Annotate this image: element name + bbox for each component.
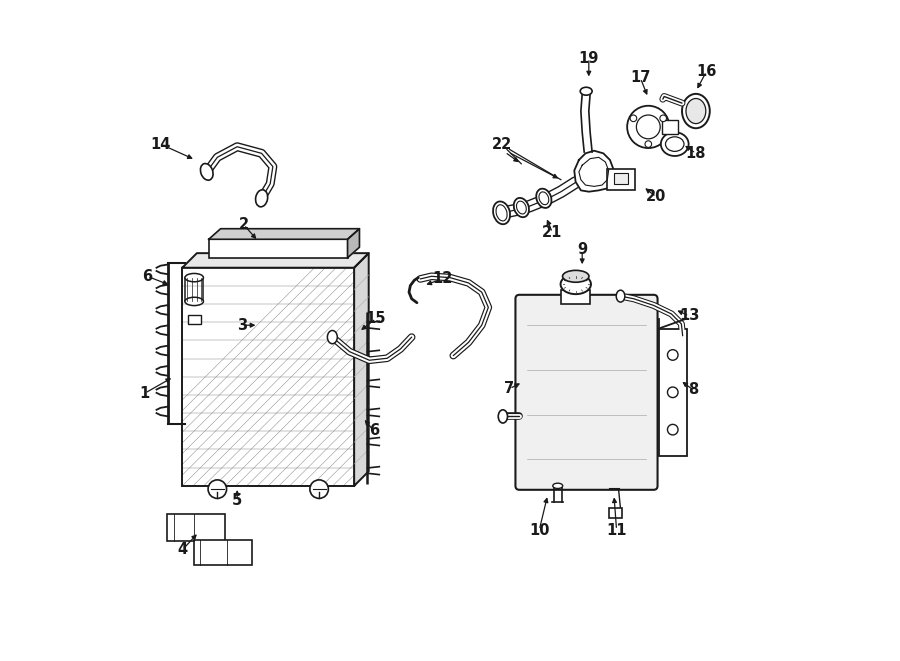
Ellipse shape: [539, 192, 549, 205]
Circle shape: [645, 141, 652, 147]
Bar: [614, 173, 628, 184]
Text: 2: 2: [238, 217, 248, 232]
Text: 7: 7: [504, 381, 515, 396]
Ellipse shape: [496, 205, 507, 221]
Ellipse shape: [499, 410, 508, 423]
Ellipse shape: [514, 198, 529, 217]
FancyBboxPatch shape: [608, 169, 635, 190]
Circle shape: [627, 106, 670, 148]
Text: 17: 17: [630, 71, 651, 85]
Polygon shape: [355, 253, 369, 486]
Ellipse shape: [536, 188, 552, 208]
Ellipse shape: [665, 137, 684, 151]
Circle shape: [660, 115, 667, 122]
Text: 14: 14: [150, 137, 171, 151]
Circle shape: [310, 480, 328, 498]
Bar: [662, 120, 678, 134]
Bar: [187, 315, 201, 324]
Ellipse shape: [562, 270, 589, 282]
Ellipse shape: [493, 202, 510, 224]
Text: 5: 5: [232, 493, 242, 508]
Text: 1: 1: [140, 386, 149, 401]
Polygon shape: [574, 151, 614, 192]
Text: 6: 6: [142, 269, 152, 284]
Circle shape: [630, 115, 636, 122]
Ellipse shape: [553, 483, 562, 488]
Text: 16: 16: [697, 64, 716, 79]
Bar: [183, 268, 355, 486]
Text: 13: 13: [680, 309, 699, 323]
Bar: [183, 268, 355, 486]
Text: 11: 11: [607, 523, 626, 537]
Bar: [209, 239, 347, 258]
Polygon shape: [347, 229, 359, 258]
Text: 21: 21: [543, 225, 562, 240]
Text: 6: 6: [369, 424, 379, 438]
Ellipse shape: [328, 330, 338, 344]
FancyBboxPatch shape: [659, 329, 687, 456]
Text: 3: 3: [237, 318, 247, 332]
Circle shape: [668, 424, 678, 435]
Text: 20: 20: [646, 190, 666, 204]
Text: 8: 8: [688, 383, 698, 397]
FancyBboxPatch shape: [194, 540, 252, 565]
Text: 4: 4: [177, 543, 187, 557]
Ellipse shape: [686, 98, 706, 124]
Ellipse shape: [580, 87, 592, 95]
Ellipse shape: [517, 201, 526, 214]
Ellipse shape: [184, 274, 203, 282]
Circle shape: [668, 350, 678, 360]
Text: 19: 19: [579, 51, 599, 65]
Polygon shape: [209, 229, 359, 239]
Text: 12: 12: [432, 272, 453, 286]
Text: 18: 18: [686, 146, 706, 161]
Circle shape: [668, 387, 678, 397]
Polygon shape: [183, 253, 369, 268]
Ellipse shape: [201, 163, 213, 180]
Bar: [562, 290, 590, 304]
Text: 10: 10: [529, 523, 550, 537]
Circle shape: [636, 115, 661, 139]
Ellipse shape: [616, 290, 625, 302]
Text: 22: 22: [491, 137, 512, 151]
Ellipse shape: [661, 132, 688, 156]
Ellipse shape: [184, 297, 203, 305]
Ellipse shape: [682, 94, 710, 128]
Text: 15: 15: [365, 311, 386, 326]
Ellipse shape: [256, 190, 267, 207]
FancyBboxPatch shape: [167, 514, 225, 541]
Polygon shape: [580, 94, 592, 152]
Circle shape: [208, 480, 227, 498]
Ellipse shape: [561, 274, 591, 294]
Text: 9: 9: [577, 243, 588, 257]
Bar: [608, 508, 622, 518]
FancyBboxPatch shape: [516, 295, 658, 490]
